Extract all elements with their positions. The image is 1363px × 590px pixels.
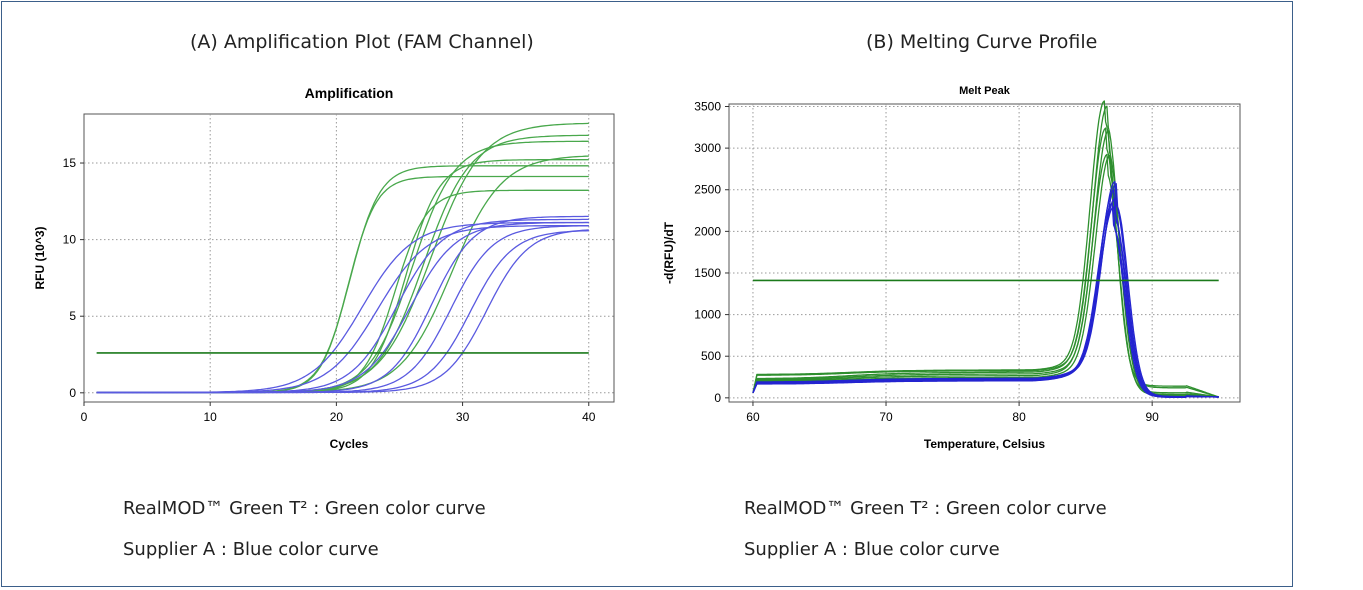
x-tick-label: 20	[330, 410, 344, 424]
y-tick-label: 3000	[694, 141, 721, 155]
melt-caption: (B) Melting Curve Profile	[866, 31, 1098, 53]
plot-area	[83, 113, 615, 403]
series-green-5	[752, 153, 1219, 398]
x-axis-label: Cycles	[330, 437, 369, 451]
chart-title: Amplification	[305, 85, 394, 101]
y-tick-label: 10	[63, 233, 77, 247]
x-tick-label: 80	[1012, 410, 1026, 424]
plot-area	[728, 103, 1241, 403]
legend-left-green: RealMOD™ Green T² : Green color curve	[123, 498, 486, 519]
x-tick-label: 0	[81, 410, 88, 424]
chart-title: Melt Peak	[959, 85, 1011, 97]
x-tick-label: 40	[582, 410, 596, 424]
y-tick-label: 2000	[694, 224, 721, 238]
series-blue-12	[752, 206, 1219, 399]
legend-right-green: RealMOD™ Green T² : Green color curve	[744, 498, 1107, 519]
y-tick-label: 15	[63, 156, 77, 170]
figure-frame	[1, 1, 1293, 587]
y-tick-label: 1500	[694, 266, 721, 280]
x-tick-label: 90	[1145, 410, 1159, 424]
x-tick-label: 70	[879, 410, 893, 424]
y-tick-label: 0	[714, 391, 721, 405]
x-tick-label: 30	[456, 410, 470, 424]
legend-left-blue: Supplier A : Blue color curve	[123, 539, 379, 560]
y-tick-label: 5	[69, 309, 76, 323]
y-tick-label: 2500	[694, 183, 721, 197]
series-green-6	[752, 154, 1219, 398]
y-tick-label: 500	[701, 349, 721, 363]
y-tick-label: 1000	[694, 308, 721, 322]
x-tick-label: 10	[204, 410, 218, 424]
x-axis-label: Temperature, Celsius	[924, 437, 1045, 451]
series-blue-16	[96, 229, 589, 394]
y-tick-label: 3500	[694, 99, 721, 113]
y-axis-label: RFU (10^3)	[33, 226, 47, 289]
amplification-caption: (A) Amplification Plot (FAM Channel)	[190, 31, 534, 53]
y-axis-label: -d(RFU)/dT	[662, 221, 676, 284]
x-tick-label: 60	[746, 410, 760, 424]
legend-right-blue: Supplier A : Blue color curve	[744, 539, 1000, 560]
y-tick-label: 0	[69, 386, 76, 400]
